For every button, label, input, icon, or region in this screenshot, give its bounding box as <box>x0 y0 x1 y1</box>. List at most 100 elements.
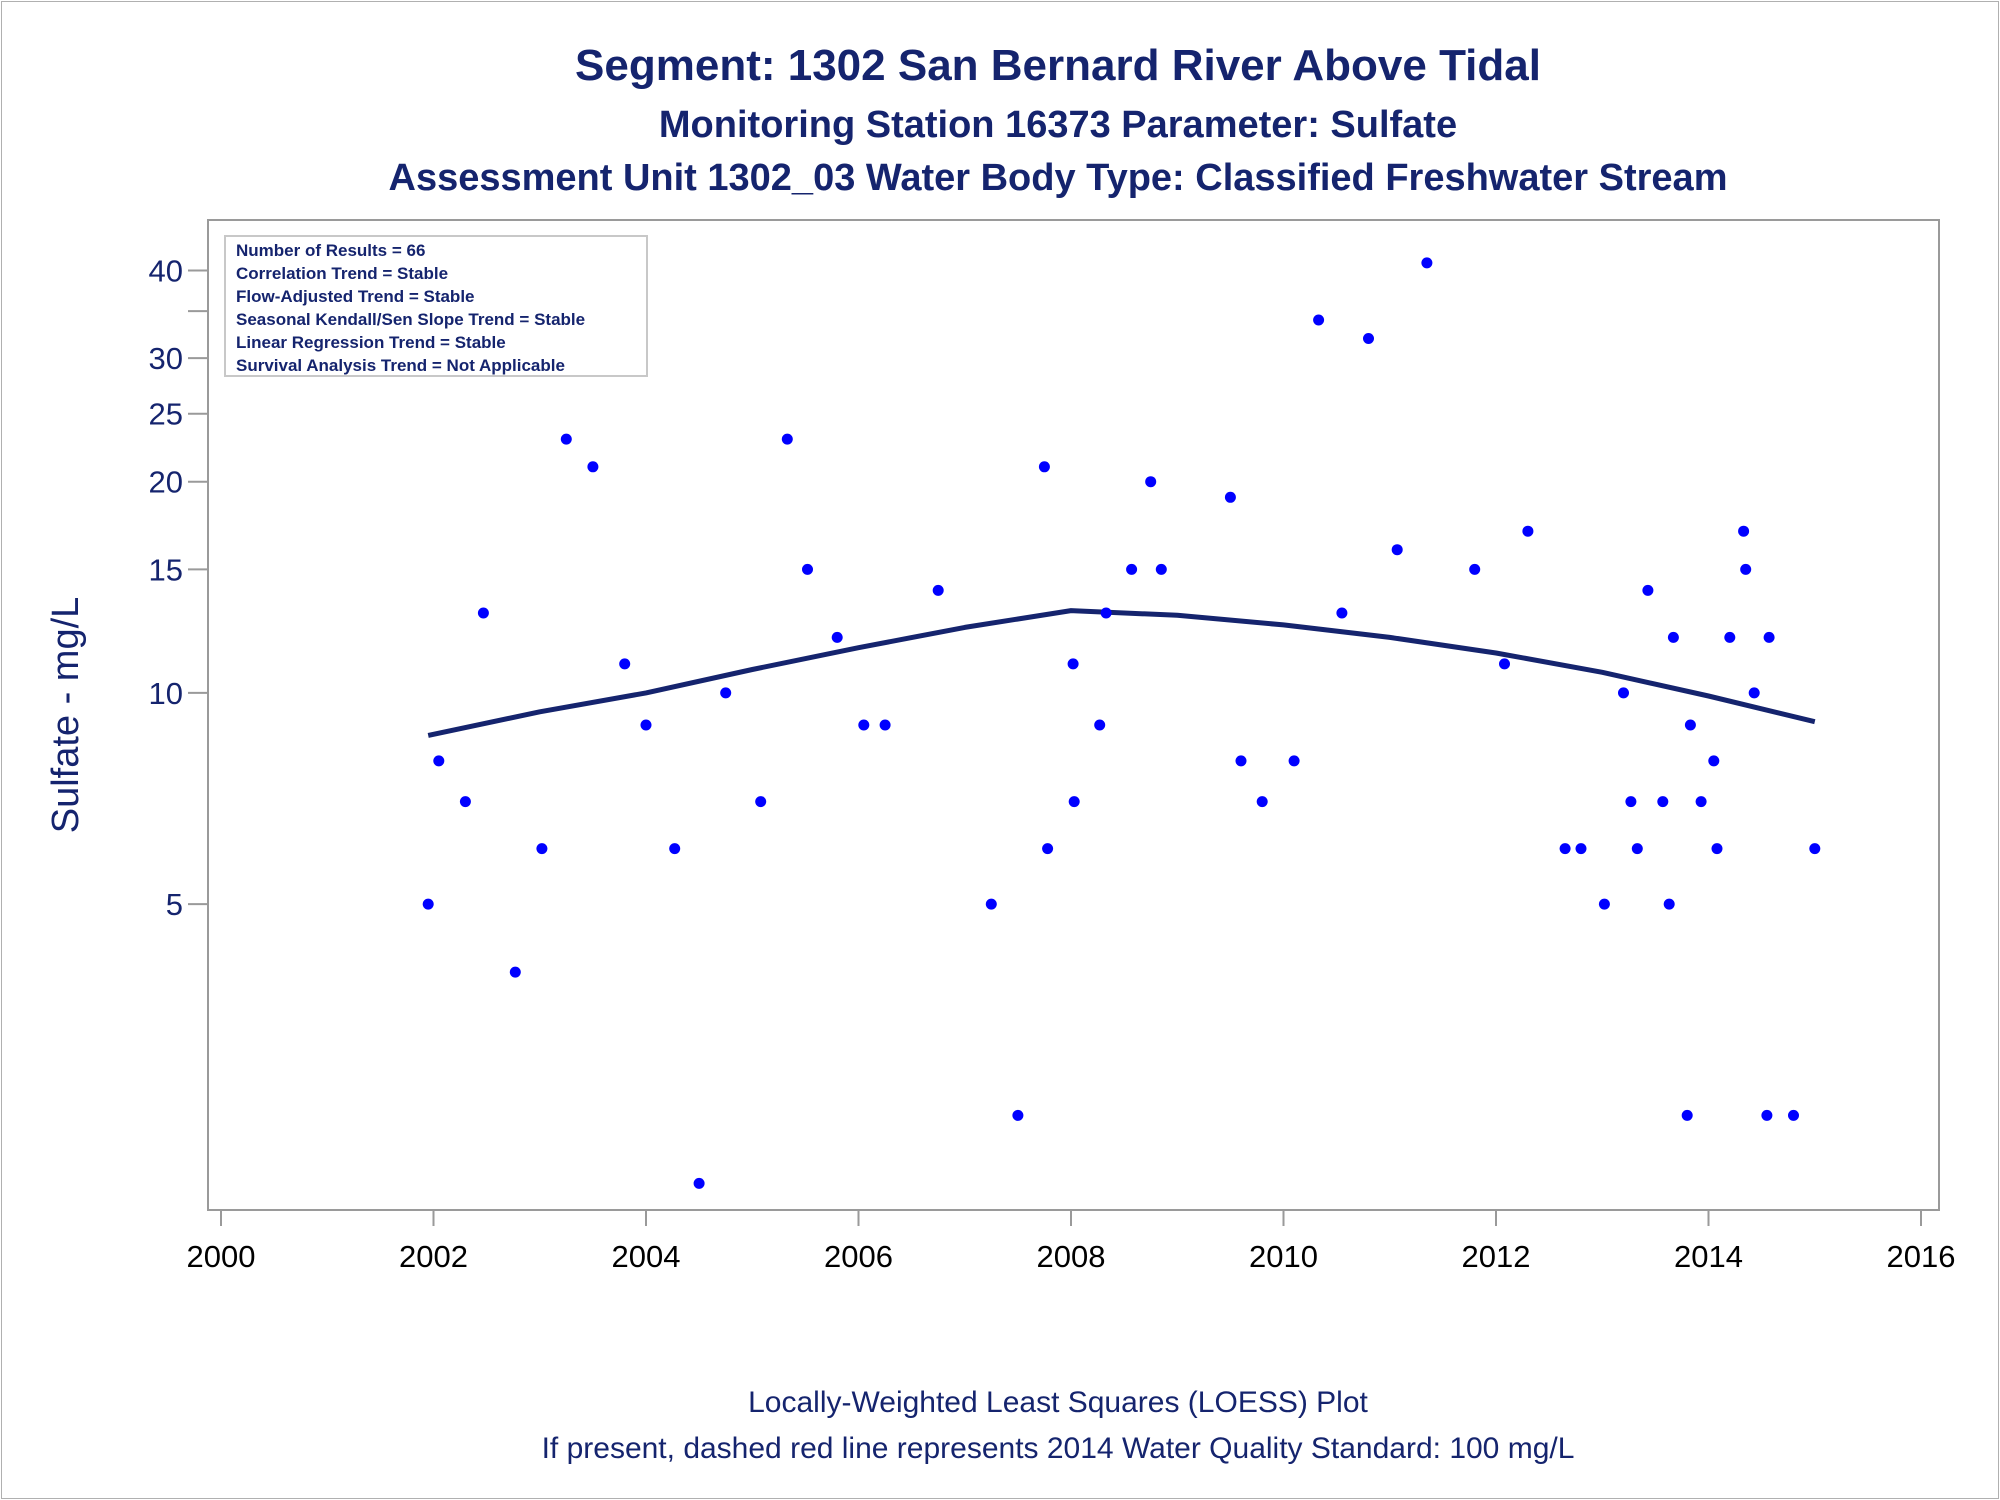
data-point <box>1068 796 1080 808</box>
data-point <box>1313 314 1325 326</box>
x-tick-label: 2006 <box>824 1239 893 1274</box>
data-point <box>1100 607 1112 619</box>
data-point <box>1336 607 1348 619</box>
data-point <box>932 584 944 596</box>
y-tick-label: 10 <box>149 676 183 711</box>
data-point <box>1038 461 1050 473</box>
points-layer <box>422 257 1821 1189</box>
x-tick-label: 2002 <box>399 1239 468 1274</box>
data-point <box>1695 796 1707 808</box>
data-point <box>669 843 681 855</box>
y-axis: 5 10 15 20 25 30 40 <box>149 253 208 922</box>
data-point <box>693 1177 705 1189</box>
y-tick-label: 30 <box>149 341 183 376</box>
y-axis-label: Sulfate - mg/L <box>45 597 87 834</box>
data-point <box>536 843 548 855</box>
data-point <box>1224 491 1236 503</box>
data-point <box>560 433 572 445</box>
x-tick-label: 2004 <box>612 1239 681 1274</box>
data-point <box>1499 658 1510 670</box>
data-point <box>1288 755 1300 767</box>
legend-box: Number of Results = 66 Correlation Trend… <box>224 235 648 377</box>
chart-subtitle-station: Monitoring Station 16373 Parameter: Sulf… <box>659 104 1457 146</box>
data-point <box>1738 525 1750 537</box>
x-tick-label: 2000 <box>187 1239 256 1274</box>
data-point <box>1469 563 1481 575</box>
data-point <box>1421 257 1433 269</box>
x-tick-label: 2016 <box>1887 1239 1956 1274</box>
data-point <box>1256 796 1268 808</box>
data-point <box>858 719 870 731</box>
y-tick-label: 15 <box>149 552 183 587</box>
data-point <box>1740 563 1752 575</box>
data-point <box>422 898 434 910</box>
legend-seasonal-kendall-trend: Seasonal Kendall/Sen Slope Trend = Stabl… <box>236 310 585 329</box>
data-point <box>1657 796 1669 808</box>
data-point <box>1667 631 1679 643</box>
data-point <box>1642 584 1654 596</box>
data-point <box>1598 898 1610 910</box>
data-point <box>1809 843 1821 855</box>
data-point <box>587 461 599 473</box>
y-tick-label: 20 <box>149 465 183 500</box>
x-tick-label: 2012 <box>1462 1239 1531 1274</box>
data-point <box>1155 563 1167 575</box>
data-point <box>1761 1109 1773 1121</box>
data-point <box>619 658 631 670</box>
data-point <box>509 966 521 978</box>
data-point <box>1391 544 1403 556</box>
x-tick-label: 2008 <box>1037 1239 1106 1274</box>
data-point <box>477 607 489 619</box>
data-point <box>1067 658 1079 670</box>
data-point <box>802 563 813 575</box>
data-point <box>1094 719 1106 731</box>
x-axis: 2000 2002 2004 2006 2008 2010 2012 2014 2016 <box>187 1210 1956 1274</box>
data-point <box>433 755 445 767</box>
data-point <box>1012 1109 1024 1121</box>
legend-number-of-results: Number of Results = 66 <box>236 241 425 260</box>
data-point <box>1522 525 1534 537</box>
y-tick-label: 5 <box>166 887 183 922</box>
data-point <box>1681 1109 1693 1121</box>
data-point <box>1145 476 1157 488</box>
legend-survival-analysis-trend: Survival Analysis Trend = Not Applicable <box>236 356 565 375</box>
data-point <box>985 898 997 910</box>
data-point <box>1126 563 1138 575</box>
data-point <box>1625 796 1637 808</box>
loess-layer <box>427 608 1816 738</box>
data-point <box>720 687 732 699</box>
loess-curve <box>427 608 1816 738</box>
data-point <box>1748 687 1760 699</box>
data-point <box>1684 719 1696 731</box>
footnote-standard: If present, dashed red line represents 2… <box>542 1432 1575 1465</box>
x-tick-label: 2014 <box>1674 1239 1743 1274</box>
legend-linear-regression-trend: Linear Regression Trend = Stable <box>236 333 506 352</box>
data-point <box>1788 1109 1799 1121</box>
data-point <box>1724 631 1736 643</box>
data-point <box>1559 843 1571 855</box>
chart-title: Segment: 1302 San Bernard River Above Ti… <box>575 41 1541 90</box>
data-point <box>640 719 652 731</box>
y-tick-label: 25 <box>149 397 183 432</box>
data-point <box>879 719 891 731</box>
data-point <box>755 796 767 808</box>
data-point <box>1618 687 1629 699</box>
footnote-loess: Locally-Weighted Least Squares (LOESS) P… <box>748 1386 1368 1419</box>
data-point <box>1708 755 1720 767</box>
data-point <box>1711 843 1723 855</box>
data-point <box>1235 755 1247 767</box>
data-point <box>1042 843 1054 855</box>
data-point <box>1663 898 1675 910</box>
data-point <box>781 433 793 445</box>
data-point <box>459 796 471 808</box>
legend-border <box>224 235 648 377</box>
data-point <box>1763 631 1775 643</box>
data-point <box>1575 843 1587 855</box>
data-point <box>1631 843 1643 855</box>
data-point <box>1363 333 1374 344</box>
data-point <box>831 631 843 643</box>
legend-flow-adjusted-trend: Flow-Adjusted Trend = Stable <box>236 287 475 306</box>
y-tick-label: 40 <box>149 253 183 288</box>
